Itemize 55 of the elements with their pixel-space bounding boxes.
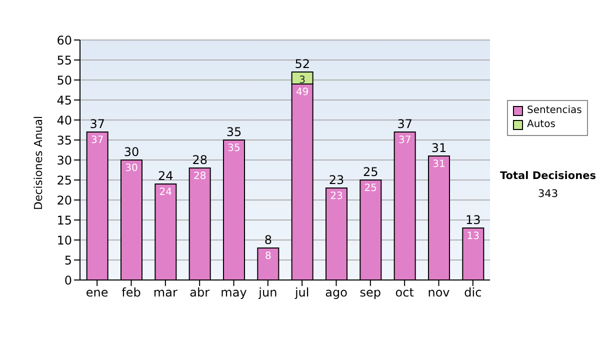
total-label: 31 (431, 141, 447, 155)
legend-label: Autos (527, 118, 556, 132)
total-label: 23 (328, 173, 344, 187)
total-label: 37 (90, 117, 105, 131)
y-tick-label: 45 (56, 93, 72, 108)
data-label: 23 (330, 191, 343, 202)
data-label: 35 (228, 143, 240, 154)
y-tick-label: 10 (56, 233, 72, 248)
data-label: 28 (193, 171, 206, 182)
x-tick-label: sep (360, 286, 382, 300)
y-tick-label: 55 (56, 53, 72, 68)
data-label: 31 (432, 159, 446, 170)
total-label: 25 (363, 165, 378, 179)
x-tick-label: mar (153, 286, 178, 300)
data-label: 49 (296, 87, 309, 98)
text: Total Decisiones (499, 170, 597, 182)
x-tick-label: jun (258, 286, 278, 300)
x-tick-label: dic (464, 286, 482, 300)
y-tick-label: 0 (64, 273, 72, 288)
x-tick-label: jul (294, 286, 310, 300)
total-label: 13 (466, 213, 481, 227)
y-tick-label: 35 (56, 133, 72, 148)
data-label: 37 (398, 135, 412, 146)
total-label: 35 (226, 125, 242, 139)
y-tick-label: 15 (56, 213, 72, 228)
total-label: 37 (397, 117, 412, 131)
total-label: 30 (124, 145, 140, 159)
data-label: 3 (299, 75, 306, 86)
legend-label: Sentencias (527, 104, 582, 118)
x-tick-label: may (220, 286, 247, 300)
data-label: 30 (125, 163, 138, 174)
total-label: 24 (158, 169, 174, 183)
x-tick-label: ene (86, 286, 108, 300)
data-label: 25 (364, 183, 378, 194)
y-axis-title: Decisiones Anual (32, 116, 45, 210)
data-label: 24 (159, 187, 172, 198)
data-label: 8 (264, 251, 272, 262)
data-label: 37 (90, 135, 104, 146)
total-label: 28 (192, 153, 208, 167)
y-tick-label: 20 (56, 193, 72, 208)
x-tick-label: oct (395, 286, 414, 300)
total-label: 52 (294, 57, 310, 71)
x-tick-label: feb (122, 286, 141, 300)
y-tick-label: 30 (56, 153, 72, 168)
y-tick-label: 25 (56, 173, 72, 188)
total-label: 8 (264, 233, 272, 247)
text: 343 (536, 188, 560, 200)
y-tick-label: 5 (64, 253, 72, 268)
y-tick-label: 60 (56, 33, 72, 48)
y-tick-label: 50 (56, 73, 72, 88)
x-tick-label: ago (325, 286, 348, 300)
x-tick-label: nov (428, 286, 450, 300)
data-label: 13 (466, 231, 480, 242)
x-tick-label: abr (190, 286, 210, 300)
y-tick-label: 40 (56, 113, 72, 128)
